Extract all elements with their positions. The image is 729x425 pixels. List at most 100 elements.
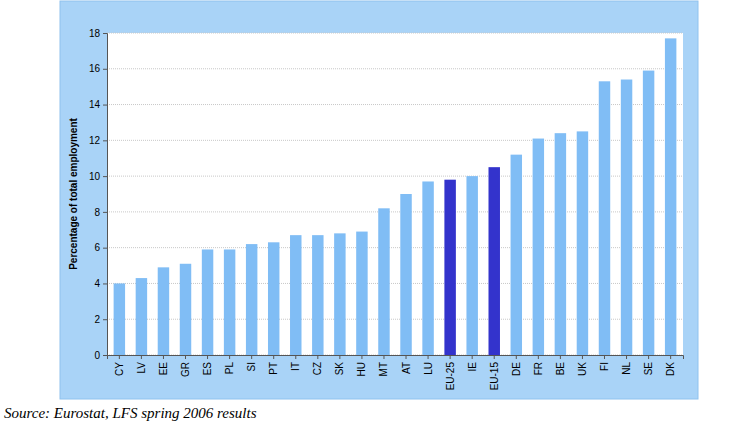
bar [511, 155, 522, 355]
x-tick: EE [158, 355, 169, 375]
y-tick: 12 [89, 135, 107, 146]
bar [290, 235, 301, 355]
y-tick-mark [103, 33, 107, 34]
x-tick-mark [472, 355, 473, 359]
y-tick: 2 [94, 314, 107, 325]
bar [356, 232, 367, 355]
y-tick: 8 [94, 207, 107, 218]
x-tick-mark [648, 355, 649, 359]
chart: 024681012141618CYLVEEGRESPLSIPTITCZSKHUM… [0, 0, 729, 425]
y-tick: 0 [94, 350, 107, 361]
x-tick-mark [141, 355, 142, 359]
x-tick-mark [428, 355, 429, 359]
grid-line [107, 319, 683, 320]
x-tick: LV [136, 355, 147, 374]
x-tick: EU-25 [445, 355, 456, 390]
bar [114, 283, 125, 355]
x-tick-mark [406, 355, 407, 359]
x-tick: FR [533, 355, 544, 375]
y-tick-mark [103, 319, 107, 320]
x-tick-label: NL [621, 362, 632, 375]
x-tick-mark [361, 355, 362, 359]
grid-line [107, 104, 683, 105]
bar [621, 80, 632, 355]
y-tick-label: 4 [94, 278, 100, 289]
x-tick: PT [268, 355, 279, 375]
bar [334, 233, 345, 355]
y-tick-label: 18 [89, 28, 101, 39]
x-tick-label: UK [577, 362, 588, 376]
x-tick-label: AT [401, 362, 412, 374]
x-tick-mark [207, 355, 208, 359]
y-tick: 14 [89, 99, 107, 110]
y-tick-label: 6 [94, 242, 100, 253]
x-tick: AT [401, 355, 412, 374]
grid-line [107, 68, 683, 69]
x-tick: BE [555, 355, 566, 375]
x-axis-line [108, 356, 684, 360]
x-tick: PL [224, 355, 235, 374]
bar [400, 194, 411, 355]
x-tick: DK [665, 355, 676, 376]
bar [246, 244, 257, 355]
x-tick: IT [290, 355, 301, 371]
x-tick-mark [229, 355, 230, 359]
x-tick-label: BE [555, 362, 566, 376]
plot-background [107, 33, 683, 355]
x-tick: SE [643, 355, 654, 375]
x-tick-mark [670, 355, 671, 359]
x-tick-label: HU [356, 362, 367, 376]
bar [422, 181, 433, 355]
x-tick: FI [599, 355, 610, 371]
y-axis: 024681012141618 [89, 28, 108, 361]
y-tick-label: 2 [94, 314, 100, 325]
x-tick-mark [494, 355, 495, 359]
x-tick-mark [538, 355, 539, 359]
x-tick-label: FR [533, 362, 544, 375]
y-tick-mark [103, 176, 107, 177]
x-tick: LU [423, 355, 434, 375]
x-tick-mark [273, 355, 274, 359]
bar [643, 71, 654, 355]
x-tick: SI [246, 355, 257, 371]
x-tick-mark [604, 355, 605, 359]
x-tick-label: MT [378, 362, 389, 376]
x-tick-label: PT [268, 362, 279, 375]
x-tick-mark [119, 355, 120, 359]
x-tick-mark [516, 355, 517, 359]
x-tick-mark [383, 355, 384, 359]
y-tick-mark [103, 105, 107, 106]
bar [224, 249, 235, 355]
bar [136, 278, 147, 355]
x-tick-mark [450, 355, 451, 359]
bar [665, 38, 676, 355]
x-tick: UK [577, 355, 588, 376]
x-tick-mark [185, 355, 186, 359]
x-tick: CY [114, 355, 125, 376]
x-tick: EU-15 [489, 355, 500, 390]
x-tick-label: LU [423, 362, 434, 375]
y-tick-mark [103, 140, 107, 141]
x-tick: CZ [312, 355, 323, 375]
y-tick-mark [103, 248, 107, 249]
x-tick-label: CZ [312, 362, 323, 375]
x-tick-mark [317, 355, 318, 359]
x-tick-label: SI [246, 362, 257, 371]
bar [489, 167, 500, 355]
x-tick-mark [339, 355, 340, 359]
y-tick-mark [103, 283, 107, 284]
bar [158, 267, 169, 355]
y-tick-label: 0 [94, 350, 100, 361]
bar [533, 139, 544, 355]
x-tick-label: EE [158, 362, 169, 376]
grid-line [107, 176, 683, 177]
x-tick-label: LV [136, 362, 147, 374]
y-tick-label: 8 [94, 207, 100, 218]
y-tick-label: 14 [89, 99, 101, 110]
bar [444, 180, 455, 355]
x-tick-label: IT [290, 362, 301, 371]
x-tick: MT [378, 355, 389, 376]
grid-line [107, 33, 683, 34]
y-axis-title: Percentage of total employment [68, 117, 79, 269]
x-tick: GR [180, 355, 191, 377]
